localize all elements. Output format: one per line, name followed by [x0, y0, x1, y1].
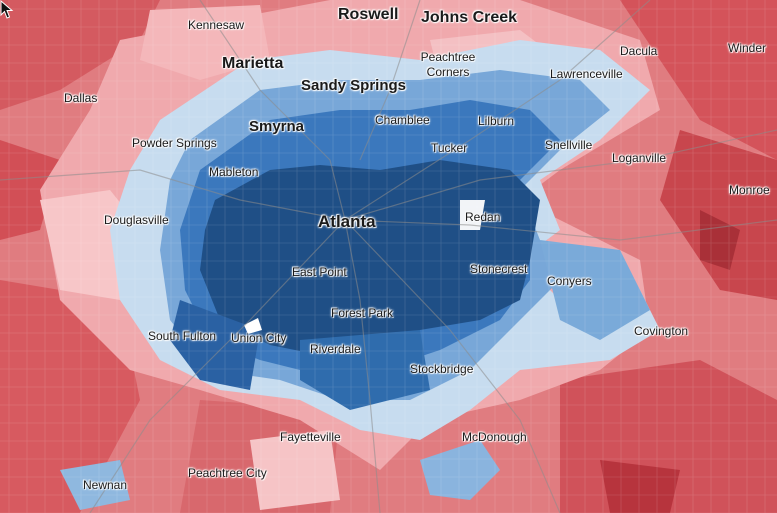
- place-riverdale: Riverdale: [310, 342, 361, 356]
- place-kennesaw: Kennesaw: [188, 18, 245, 32]
- place-snellville: Snellville: [545, 138, 593, 152]
- place-stonecrest: Stonecrest: [470, 262, 528, 276]
- place-johns-creek: Johns Creek: [421, 9, 518, 26]
- place-newnan: Newnan: [83, 478, 128, 492]
- place-fayetteville: Fayetteville: [280, 430, 341, 444]
- place-peachtree-city: Peachtree City: [188, 466, 267, 480]
- place-roswell: Roswell: [338, 6, 399, 23]
- place-forest-park: Forest Park: [331, 306, 394, 320]
- place-powder-springs: Powder Springs: [132, 136, 217, 150]
- place-douglasville: Douglasville: [104, 213, 169, 227]
- place-winder: Winder: [728, 41, 767, 55]
- place-atlanta: Atlanta: [318, 212, 376, 231]
- place-union-city: Union City: [231, 331, 287, 345]
- place-east-point: East Point: [292, 265, 347, 279]
- place-sandy-springs: Sandy Springs: [301, 77, 407, 94]
- mouse-cursor-icon: [0, 0, 14, 19]
- place-tucker: Tucker: [431, 141, 468, 155]
- place-conyers: Conyers: [547, 274, 592, 288]
- place-marietta: Marietta: [222, 55, 284, 72]
- place-mcdonough: McDonough: [462, 430, 527, 444]
- place-peachtree-corners: Peachtree Corners: [420, 50, 476, 79]
- place-redan: Redan: [465, 210, 501, 224]
- place-south-fulton: South Fulton: [148, 329, 217, 343]
- place-smyrna: Smyrna: [249, 118, 305, 135]
- place-stockbridge: Stockbridge: [410, 362, 474, 376]
- place-lilburn: Lilburn: [478, 114, 515, 128]
- place-chamblee: Chamblee: [375, 113, 430, 127]
- place-covington: Covington: [634, 324, 689, 338]
- place-monroe: Monroe: [729, 183, 770, 197]
- place-loganville: Loganville: [612, 151, 667, 165]
- place-mableton: Mableton: [209, 165, 259, 179]
- place-dacula: Dacula: [620, 44, 658, 58]
- place-dallas: Dallas: [64, 91, 98, 105]
- place-lawrenceville: Lawrenceville: [550, 67, 623, 81]
